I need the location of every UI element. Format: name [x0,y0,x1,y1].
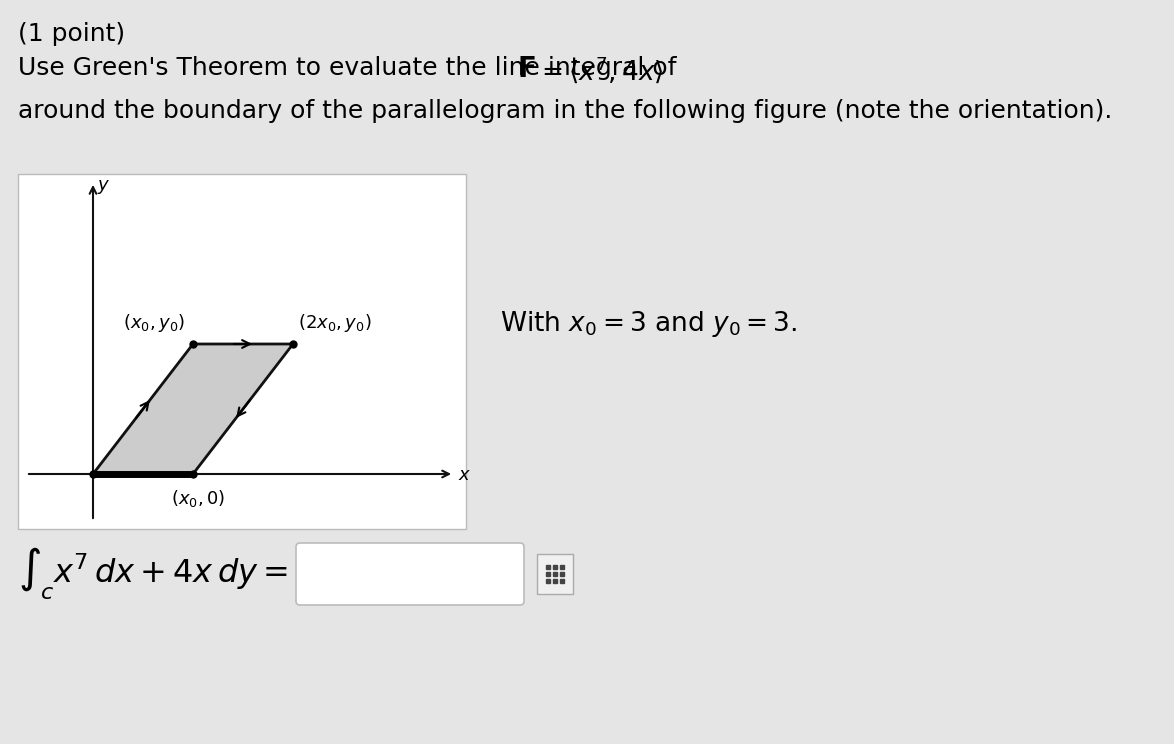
Text: $(x_0, 0)$: $(x_0, 0)$ [171,488,225,509]
Text: $(2x_0, y_0)$: $(2x_0, y_0)$ [298,312,371,334]
FancyBboxPatch shape [537,554,573,594]
Text: $\int_c x^7\, dx + 4x\, dy =$: $\int_c x^7\, dx + 4x\, dy =$ [18,546,288,602]
Text: around the boundary of the parallelogram in the following figure (note the orien: around the boundary of the parallelogram… [18,99,1113,123]
Text: $(x_0, y_0)$: $(x_0, y_0)$ [123,312,185,334]
FancyBboxPatch shape [296,543,524,605]
FancyBboxPatch shape [18,174,466,529]
Text: (1 point): (1 point) [18,22,126,46]
Polygon shape [93,344,294,474]
Text: $= \langle x^7, 4x \rangle$: $= \langle x^7, 4x \rangle$ [537,55,663,86]
Text: With $x_0 = 3$ and $y_0 = 3.$: With $x_0 = 3$ and $y_0 = 3.$ [500,309,797,339]
Text: $y$: $y$ [97,178,110,196]
Text: $x$: $x$ [458,466,471,484]
Text: $\mathbf{F}$: $\mathbf{F}$ [517,55,535,83]
Text: Use Green's Theorem to evaluate the line integral of: Use Green's Theorem to evaluate the line… [18,56,684,80]
